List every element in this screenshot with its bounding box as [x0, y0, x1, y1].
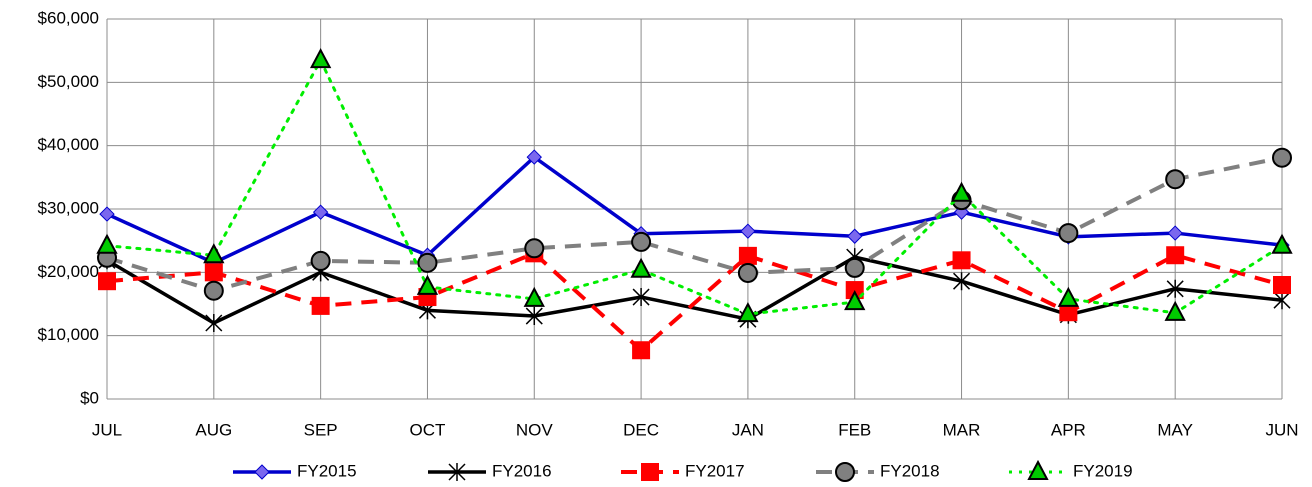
y-tick-label: $60,000	[38, 8, 99, 27]
x-tick-label: NOV	[516, 420, 554, 439]
marker	[641, 463, 659, 481]
marker	[254, 464, 270, 480]
x-tick-label: JUL	[92, 420, 122, 439]
marker	[1057, 286, 1080, 307]
x-tick-label: DEC	[623, 420, 659, 439]
marker	[1027, 459, 1049, 480]
marker	[1167, 225, 1183, 241]
marker	[740, 223, 756, 239]
legend-label: FY2018	[880, 461, 940, 480]
x-tick-label: SEP	[304, 420, 338, 439]
y-tick-label: $0	[80, 388, 99, 407]
marker	[1164, 300, 1186, 321]
marker	[632, 341, 651, 360]
marker	[1273, 276, 1291, 294]
marker	[309, 48, 332, 69]
marker	[416, 274, 439, 295]
x-tick-label: MAY	[1157, 420, 1193, 439]
marker	[953, 272, 971, 291]
x-tick-label: FEB	[838, 420, 871, 439]
marker	[525, 307, 543, 326]
marker	[417, 252, 438, 273]
marker	[204, 263, 223, 282]
marker	[203, 280, 224, 301]
marker	[844, 257, 865, 278]
y-tick-label: $30,000	[38, 198, 99, 217]
marker	[630, 257, 652, 278]
marker	[310, 250, 331, 271]
series-line	[105, 56, 1284, 316]
marker	[1166, 279, 1184, 298]
marker	[738, 246, 757, 265]
series-line	[106, 155, 1283, 293]
marker	[1058, 223, 1079, 244]
marker	[96, 233, 118, 254]
marker	[1273, 291, 1291, 310]
marker	[1272, 147, 1292, 168]
legend-label: FY2015	[297, 461, 357, 480]
y-tick-label: $50,000	[38, 72, 99, 91]
marker	[448, 463, 466, 481]
marker	[631, 231, 652, 252]
marker	[737, 262, 758, 283]
x-tick-label: JAN	[732, 420, 764, 439]
marker	[844, 289, 866, 311]
x-tick-label: AUG	[195, 420, 232, 439]
marker	[99, 206, 115, 222]
x-tick-label: MAR	[943, 420, 981, 439]
marker	[98, 272, 116, 291]
marker	[526, 149, 542, 165]
marker	[1059, 303, 1078, 322]
marker	[632, 288, 650, 307]
marker	[203, 243, 225, 264]
legend-label: FY2017	[685, 461, 745, 480]
series-line	[106, 154, 1283, 265]
series-line	[106, 251, 1283, 353]
marker	[205, 314, 223, 332]
marker	[1165, 169, 1186, 190]
marker	[737, 301, 759, 323]
marker	[1166, 246, 1185, 265]
y-tick-label: $10,000	[38, 325, 99, 344]
marker	[847, 228, 863, 244]
marker	[950, 181, 973, 202]
x-tick-label: APR	[1051, 420, 1086, 439]
x-tick-label: JUN	[1265, 420, 1298, 439]
marker	[952, 251, 971, 270]
legend-label: FY2016	[492, 461, 552, 480]
x-tick-label: OCT	[410, 420, 446, 439]
marker	[311, 296, 330, 315]
marker	[312, 204, 329, 220]
y-tick-label: $20,000	[38, 262, 99, 281]
series-line	[106, 255, 1283, 325]
y-tick-label: $40,000	[38, 135, 99, 154]
marker	[835, 462, 855, 482]
marker	[523, 286, 545, 307]
marker	[524, 238, 545, 259]
marker	[1271, 233, 1293, 254]
legend-label: FY2019	[1073, 461, 1133, 480]
